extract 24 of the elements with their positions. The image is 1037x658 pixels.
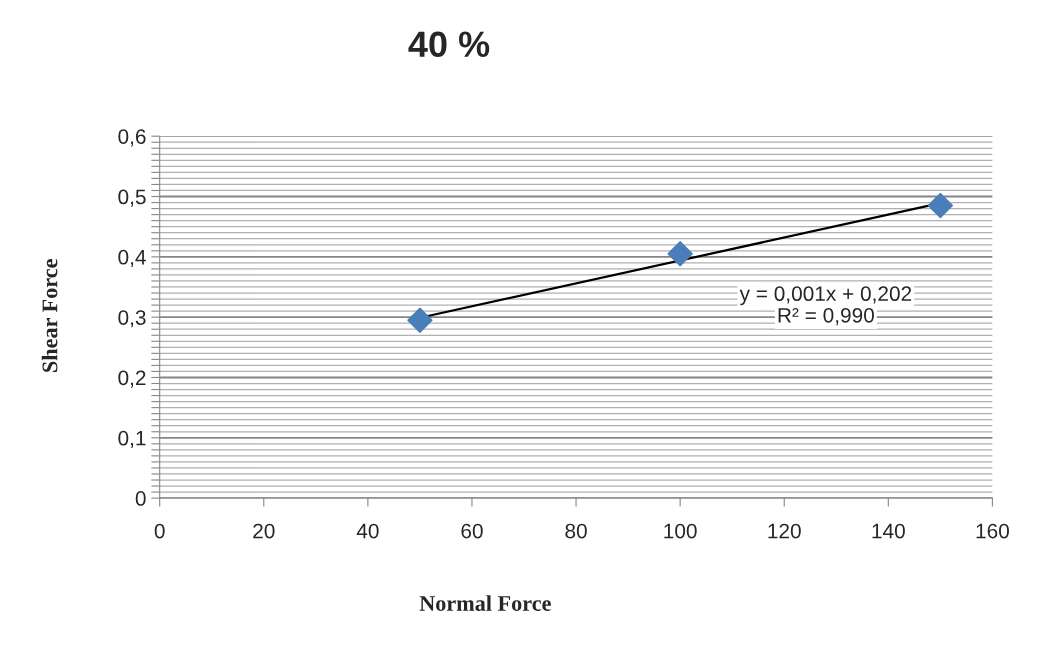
y-tick-label: 0 (135, 491, 146, 506)
y-tick-label: 0,5 (118, 189, 146, 207)
y-tick-label: 0,6 (118, 129, 146, 147)
x-tick-label: 140 (872, 523, 905, 539)
y-tick-label: 0,2 (118, 370, 146, 388)
x-tick-label: 40 (356, 523, 379, 539)
x-tick-label: 0 (154, 523, 165, 539)
y-tick-label: 0,1 (118, 430, 146, 448)
y-tick-label: 0,4 (118, 249, 146, 268)
y-axis-title: Shear Force (41, 259, 58, 372)
x-tick-label: 160 (976, 523, 1009, 539)
x-axis-title: Normal Force (419, 595, 551, 611)
annotation: R² = 0,990 (778, 308, 874, 326)
x-tick-label: 80 (565, 523, 587, 539)
x-tick-label: 60 (461, 523, 483, 539)
x-tick-label: 20 (253, 523, 275, 539)
point (927, 192, 954, 219)
chart-title: 40 % (408, 31, 490, 58)
y-tick-label: 0,3 (118, 310, 146, 328)
point (407, 307, 433, 333)
annotation: y = 0,001x + 0,202 (739, 286, 912, 306)
x-tick-label: 100 (664, 523, 697, 539)
point (667, 241, 693, 267)
x-tick-label: 120 (768, 523, 801, 539)
